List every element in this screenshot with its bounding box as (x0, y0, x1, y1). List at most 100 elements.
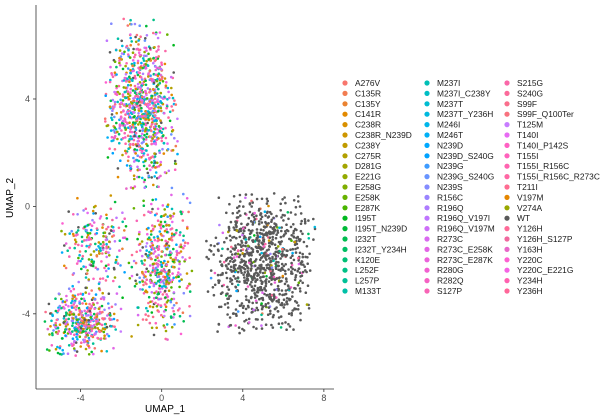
mutant-point (150, 123, 154, 126)
wt-point (205, 255, 208, 259)
wt-point (281, 322, 284, 325)
legend-key (504, 163, 510, 169)
mutant-point (151, 98, 154, 102)
mutant-point (146, 64, 150, 67)
mutant-point (54, 326, 57, 329)
mutant-point (164, 270, 167, 274)
mutant-point (90, 264, 93, 267)
legend-item: S240G (504, 88, 543, 98)
mutant-point (163, 303, 167, 306)
wt-point (236, 252, 240, 256)
wt-point (256, 288, 260, 292)
legend-item: R273C_E287K (424, 255, 493, 265)
legend-key (342, 90, 348, 96)
legend-key (424, 246, 430, 252)
wt-point (261, 247, 264, 251)
mutant-point (167, 272, 170, 276)
wt-point (280, 240, 284, 243)
mutant-point (151, 101, 154, 105)
mutant-point (161, 127, 165, 131)
mutant-point (152, 183, 155, 187)
legend-key (424, 257, 430, 263)
mutant-point (141, 57, 145, 60)
mutant-point (135, 102, 139, 105)
wt-point (230, 270, 234, 273)
mutant-point (161, 293, 165, 296)
mutant-point (152, 61, 155, 65)
mutant-point (87, 319, 91, 322)
wt-point (269, 252, 272, 256)
legend-label: T211I (517, 182, 538, 192)
mutant-point (129, 167, 132, 170)
mutant-point (161, 134, 165, 138)
mutant-point (184, 258, 187, 261)
wt-point (235, 216, 239, 219)
mutant-point (177, 271, 180, 274)
wt-point (262, 229, 265, 232)
wt-point (274, 224, 278, 227)
mutant-point (157, 87, 160, 91)
mutant-point (113, 100, 117, 104)
mutant-point (92, 303, 95, 306)
wt-point (277, 300, 281, 304)
mutant-point (140, 106, 143, 110)
mutant-point (154, 255, 158, 258)
mutant-point (147, 129, 151, 132)
mutant-point (75, 332, 79, 336)
wt-point (270, 232, 273, 235)
mutant-point (109, 207, 113, 211)
mutant-point (129, 71, 132, 75)
mutant-point (105, 245, 108, 248)
wt-point (279, 326, 283, 329)
mutant-point (74, 354, 77, 357)
mutant-point (118, 92, 121, 96)
mutant-point (111, 225, 115, 229)
mutant-point (104, 235, 107, 238)
mutant-point (157, 117, 161, 120)
mutant-point (105, 242, 108, 246)
mutant-point (87, 331, 91, 335)
mutant-point (83, 338, 86, 342)
wt-point (240, 222, 243, 226)
mutant-point (144, 138, 148, 141)
wt-point (255, 231, 259, 234)
mutant-point (150, 106, 153, 110)
legend-label: C135R (355, 88, 381, 98)
wt-point (250, 280, 253, 284)
legend-item: C238R_N239D (342, 130, 412, 140)
mutant-point (130, 102, 134, 105)
wt-point (253, 234, 256, 237)
mutant-point (170, 316, 173, 319)
mutant-point (91, 324, 94, 328)
mutant-point (172, 71, 175, 74)
wt-point (290, 272, 293, 275)
wt-point (293, 278, 297, 282)
legend-key (342, 215, 348, 221)
wt-point (260, 288, 264, 292)
wt-point (280, 289, 284, 292)
mutant-point (117, 132, 121, 136)
mutant-point (44, 310, 47, 314)
legend-label: T125M (517, 120, 543, 130)
mutant-point (148, 285, 151, 289)
wt-point (297, 200, 300, 203)
mutant-point (155, 50, 158, 53)
wt-point (264, 254, 268, 257)
mutant-point (172, 309, 175, 313)
mutant-point (120, 121, 124, 125)
mutant-point (72, 313, 76, 316)
wt-point (249, 269, 253, 272)
wt-point (272, 259, 275, 263)
mutant-point (159, 227, 163, 230)
mutant-point (161, 75, 164, 79)
mutant-point (112, 312, 116, 316)
mutant-point (63, 330, 67, 334)
mutant-point (114, 303, 117, 306)
mutant-point (170, 193, 173, 197)
legend-key (504, 278, 510, 284)
mutant-point (145, 149, 148, 152)
mutant-point (114, 328, 117, 331)
mutant-point (140, 101, 144, 104)
legend-label: S240G (517, 88, 543, 98)
mutant-point (164, 84, 168, 87)
